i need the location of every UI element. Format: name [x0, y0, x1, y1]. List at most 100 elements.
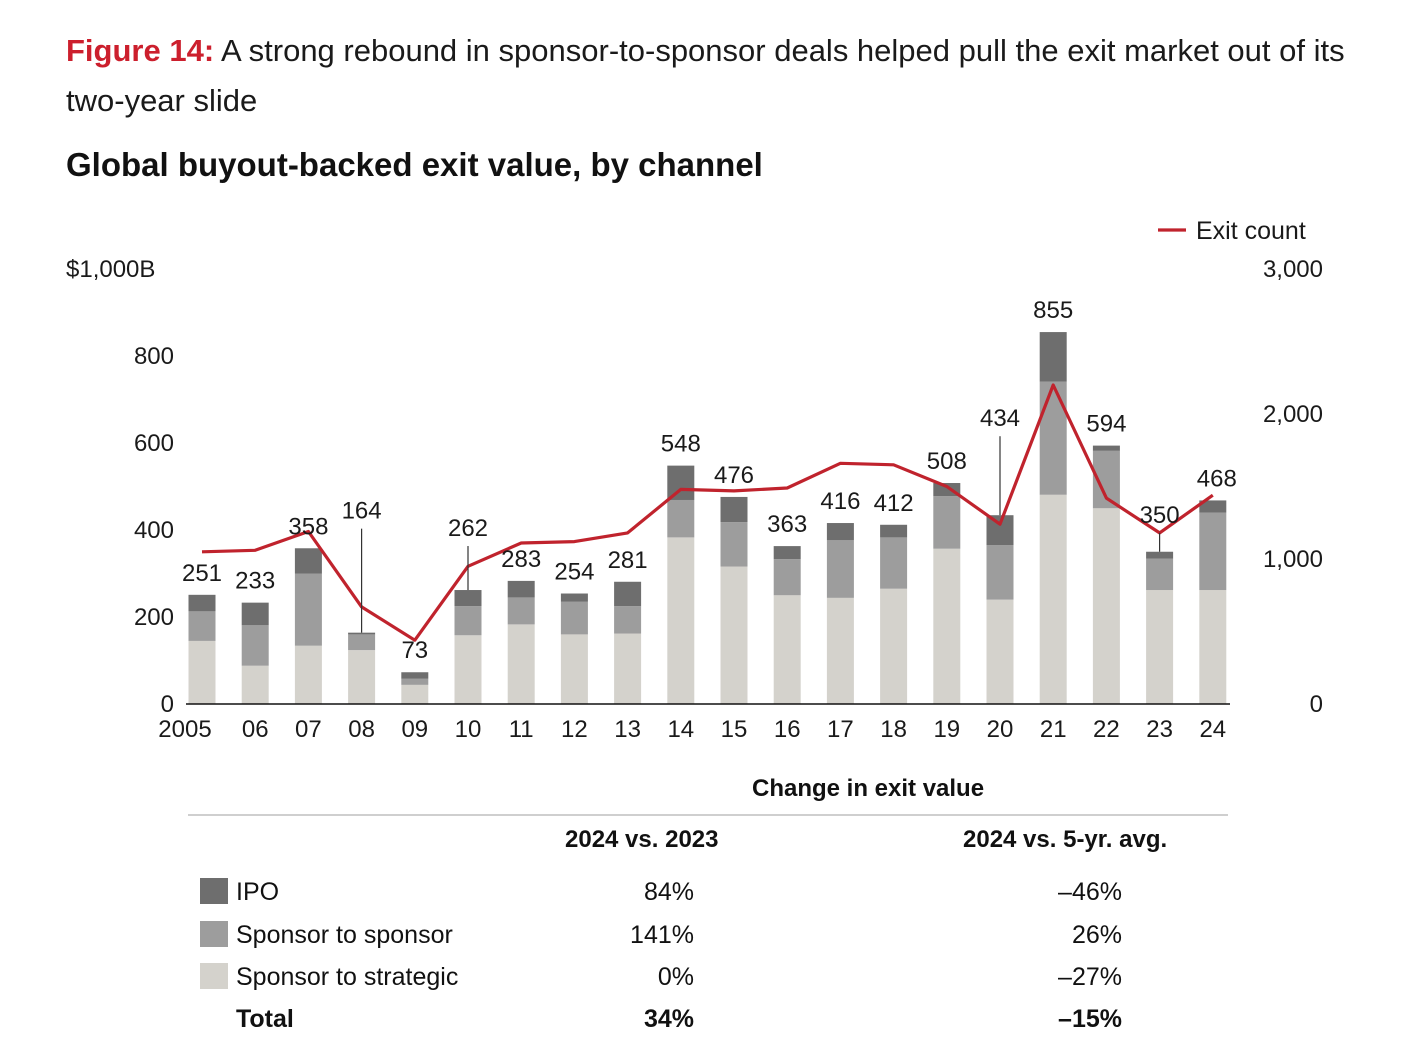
sponsor-to-sponsor-bar — [986, 545, 1014, 600]
sponsor-to-strategic-bar — [454, 635, 482, 704]
total-value-label: 358 — [288, 513, 328, 540]
x-tick-label: 24 — [1199, 716, 1226, 743]
left-y-tick-label: 400 — [134, 517, 174, 544]
right-y-tick-label: 2,000 — [1263, 401, 1323, 428]
ipo-bar — [348, 632, 376, 635]
chart-title: Global buyout-backed exit value, by chan… — [66, 146, 763, 183]
total-value-label: 416 — [820, 488, 860, 515]
left-y-tick-label: 200 — [134, 604, 174, 631]
sponsor-to-sponsor-bar — [188, 611, 216, 641]
left-y-tick-label: 800 — [134, 343, 174, 370]
table-row-label: Sponsor to sponsor — [236, 921, 453, 949]
total-value-label: 434 — [980, 405, 1020, 432]
right-y-tick-label: 0 — [1310, 691, 1323, 718]
x-tick-label: 07 — [295, 716, 322, 743]
sponsor-to-strategic-bar — [614, 633, 642, 704]
sponsor-to-sponsor-bar — [826, 540, 854, 598]
table-cell-vs-5yr: –27% — [1058, 963, 1122, 991]
ipo-swatch — [200, 878, 228, 904]
total-value-label: 548 — [661, 431, 701, 458]
axes-group: 2005 06 07 08 09 10 11 12 13 14 15 16 17 18 19 20 21 22 23… — [66, 256, 1323, 743]
x-tick-label: 20 — [987, 716, 1014, 743]
total-value-label: 251 — [182, 560, 222, 587]
x-tick-label: 09 — [401, 716, 428, 743]
total-value-label: 281 — [608, 547, 648, 574]
total-value-label: 262 — [448, 515, 488, 542]
x-tick-label: 21 — [1040, 716, 1067, 743]
table-cell-vs-2023: 84% — [643, 878, 694, 906]
sponsor-to-sponsor-bar — [1146, 558, 1174, 591]
x-tick-label: 11 — [509, 716, 534, 743]
total-value-label: 233 — [235, 568, 275, 595]
total-value-label: 283 — [501, 546, 541, 573]
ipo-bar — [241, 602, 269, 626]
total-value-label: 254 — [554, 559, 594, 586]
sponsor-to-strategic-bar — [401, 684, 429, 704]
x-tick-label: 22 — [1093, 716, 1120, 743]
ipo-bar — [1092, 445, 1120, 451]
sponsor-to-strategic-bar — [720, 566, 748, 704]
x-tick-label: 17 — [827, 716, 854, 743]
ipo-bar — [507, 580, 535, 598]
sponsor-to-sponsor-bar — [560, 601, 588, 635]
x-tick-label: 23 — [1146, 716, 1173, 743]
sponsor-to-strategic-bar — [986, 599, 1014, 704]
ipo-bar — [188, 594, 216, 612]
x-tick-label: 12 — [561, 716, 588, 743]
table-cell-vs-5yr: –46% — [1058, 878, 1122, 906]
sponsor-to-sponsor-bar — [667, 499, 695, 538]
figure-title-text: A strong rebound in sponsor-to-sponsor d… — [66, 33, 1345, 118]
table-col-2024-vs-5yr: 2024 vs. 5-yr. avg. — [963, 826, 1168, 853]
ipo-bar — [1039, 332, 1067, 382]
sponsor-to-sponsor-bar — [454, 606, 482, 636]
ipo-bar — [560, 593, 588, 602]
table-row-label: IPO — [236, 878, 280, 906]
x-tick-label: 18 — [880, 716, 907, 743]
sponsor-to-sponsor-bar — [933, 496, 961, 549]
ipo-bar — [614, 581, 642, 607]
table-cell-vs-5yr: 26% — [1071, 921, 1122, 949]
x-tick-label: 06 — [242, 716, 269, 743]
sponsor-to-strategic-bar — [880, 588, 908, 704]
table-cell-vs-5yr: –15% — [1058, 1005, 1122, 1033]
ipo-bar — [294, 548, 322, 574]
sponsor-to-sponsor-bar — [401, 678, 429, 685]
total-value-label: 468 — [1197, 465, 1237, 492]
ipo-bar — [773, 546, 801, 560]
table-row-total: Total 34% –15% — [200, 999, 1200, 1039]
ipo-bar — [720, 496, 748, 523]
exit-count-line — [201, 383, 1214, 642]
table-cell-vs-2023: 34% — [643, 1005, 694, 1033]
ipo-bar — [1146, 551, 1174, 559]
total-value-label: 594 — [1086, 411, 1126, 438]
total-value-label: 508 — [927, 448, 967, 475]
table-row-label: Total — [236, 1005, 294, 1033]
total-value-label: 73 — [401, 637, 428, 664]
sponsor-to-sponsor-swatch — [200, 921, 228, 947]
x-tick-label: 08 — [348, 716, 375, 743]
legend-group: Exit count — [1158, 217, 1306, 245]
total-value-label: 350 — [1140, 502, 1180, 529]
sponsor-to-strategic-bar — [1199, 590, 1227, 704]
left-y-tick-label: 0 — [161, 691, 174, 718]
sponsor-to-strategic-bar — [1146, 590, 1174, 704]
total-value-label: 476 — [714, 462, 754, 489]
ipo-bar — [880, 524, 908, 538]
right-y-tick-label: 1,000 — [1263, 546, 1323, 573]
sponsor-to-sponsor-bar — [880, 537, 908, 589]
sponsor-to-sponsor-bar — [1039, 381, 1067, 495]
x-tick-label: 13 — [614, 716, 641, 743]
x-tick-label: 14 — [667, 716, 694, 743]
sponsor-to-strategic-bar — [667, 537, 695, 704]
sponsor-to-sponsor-bar — [507, 597, 535, 625]
sponsor-to-strategic-bar — [241, 665, 269, 704]
sponsor-to-sponsor-bar — [348, 634, 376, 651]
ipo-bar — [401, 672, 429, 679]
table-cell-vs-2023: 0% — [657, 963, 694, 991]
ipo-bar — [667, 465, 695, 500]
ipo-bar — [454, 590, 482, 607]
x-tick-label: 16 — [774, 716, 801, 743]
total-value-label: 164 — [342, 498, 382, 525]
sponsor-to-sponsor-bar — [241, 625, 269, 666]
